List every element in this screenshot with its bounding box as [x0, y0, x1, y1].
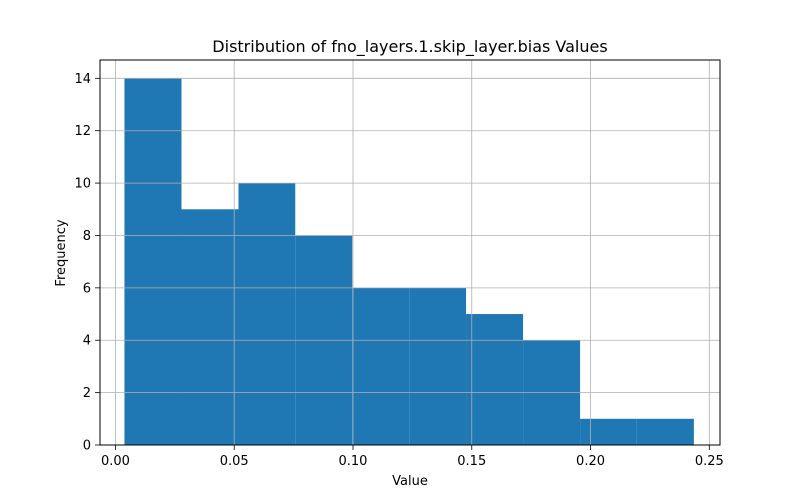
histogram-bar [238, 183, 296, 445]
y-tick-label: 6 [83, 281, 91, 296]
plot-frame [99, 59, 721, 446]
histogram-bar [580, 418, 637, 445]
y-tick-label: 4 [83, 334, 91, 349]
histogram-bar [409, 287, 467, 445]
histogram-bar [352, 287, 410, 445]
x-axis-ticks: 0.00 0.05 0.10 0.15 0.20 0.25 [101, 445, 724, 469]
y-tick-label: 0 [83, 439, 91, 454]
x-tick-label: 0.05 [220, 454, 249, 469]
histogram-bar [636, 418, 694, 445]
x-tick-label: 0.10 [339, 454, 368, 469]
x-tick-label: 0.25 [695, 454, 724, 469]
y-tick-label: 2 [83, 386, 91, 401]
y-axis-label: Frequency [54, 219, 69, 286]
x-tick-label: 0.00 [101, 454, 130, 469]
histogram-bar [466, 314, 524, 445]
y-tick-label: 14 [74, 72, 91, 87]
grid-lines [100, 60, 720, 446]
histogram-bar [124, 78, 182, 445]
x-tick-label: 0.15 [457, 454, 486, 469]
y-tick-label: 12 [74, 124, 91, 139]
y-axis-ticks: 0 2 4 6 8 10 12 14 [74, 72, 100, 454]
histogram-bar [181, 209, 239, 445]
y-tick-label: 10 [74, 177, 91, 192]
x-tick-label: 0.20 [576, 454, 605, 469]
x-axis-label: Value [392, 474, 428, 489]
chart-title: Distribution of fno_layers.1.skip_layer.… [212, 37, 607, 57]
y-tick-label: 8 [83, 229, 91, 244]
